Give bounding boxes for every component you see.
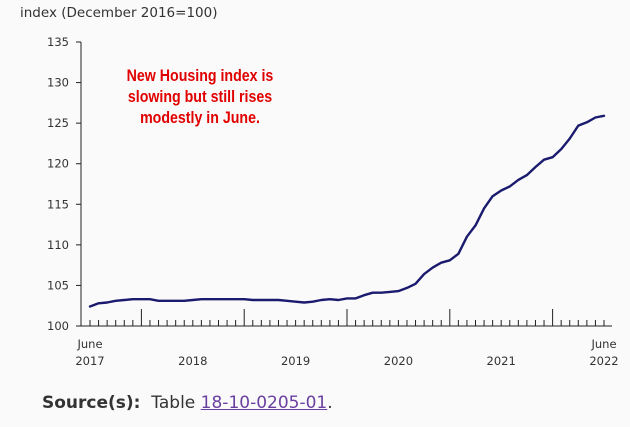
annotation-line-3: modestly in June. — [140, 109, 260, 127]
y-tick-label: 135 — [47, 35, 69, 49]
x-tick-label: 2019 — [281, 354, 310, 368]
series-layer — [88, 114, 606, 308]
source-text: Table — [151, 393, 196, 413]
y-tick-label: 130 — [47, 76, 69, 90]
y-tick-label: 100 — [47, 319, 69, 333]
y-axis: 100 105 110 115 120 125 130 135 — [47, 35, 82, 333]
y-tick-label: 120 — [47, 157, 69, 171]
y-tick-label: 115 — [47, 197, 69, 211]
x-tick-label: 2017 — [75, 354, 104, 368]
series-line — [88, 114, 606, 308]
x-tick-label: 2020 — [384, 354, 413, 368]
y-tick-label: 110 — [47, 238, 69, 252]
annotation-line-2: slowing but still rises — [127, 88, 273, 106]
y-tick-label: 125 — [47, 116, 69, 130]
x-tick-label: June — [76, 337, 102, 351]
x-tick-label: 2018 — [178, 354, 207, 368]
line-chart: 100 105 110 115 120 125 130 135 June 2017 2018 201… — [47, 35, 619, 368]
chart-annotation: New Housing index is slowing but still r… — [114, 66, 286, 129]
source-table-link[interactable]: 18-10-0205-01 — [200, 393, 328, 413]
source-suffix: . — [327, 393, 333, 413]
x-tick-label: 2022 — [589, 354, 618, 368]
x-tick-label: June — [590, 337, 616, 351]
source-label: Source(s): — [42, 393, 141, 413]
x-axis: June 2017 2018 2019 2020 2021 June 2022 — [75, 309, 619, 368]
y-axis-title: index (December 2016=100) — [20, 5, 218, 21]
x-tick-label: 2021 — [487, 354, 516, 368]
annotation-line-1: New Housing index is — [126, 67, 274, 85]
source-note: Source(s): Table 18-10-0205-01. — [42, 393, 333, 413]
y-tick-label: 105 — [47, 278, 69, 292]
